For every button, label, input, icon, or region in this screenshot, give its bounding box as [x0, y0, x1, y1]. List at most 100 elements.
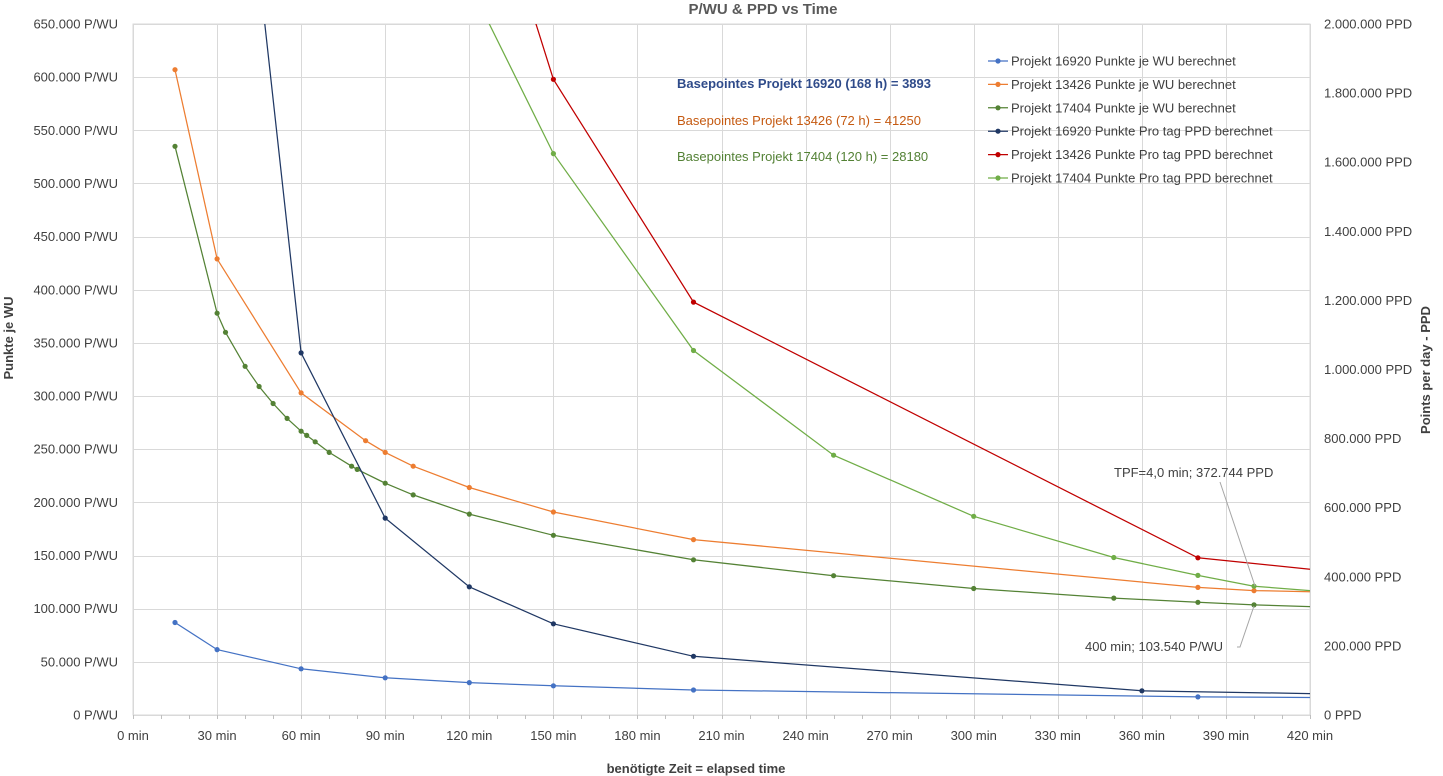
right-tick-label: 2.000.000 PPD	[1324, 17, 1412, 32]
data-point	[550, 621, 557, 627]
data-point	[690, 347, 697, 354]
x-tick-label: 0 min	[117, 728, 149, 743]
data-point	[382, 675, 388, 681]
series-5	[535, 24, 1310, 570]
legend-item-5: Projekt 13426 Punkte Pro tag PPD berechn…	[988, 147, 1273, 162]
data-point	[1111, 595, 1117, 601]
annotation-tpf-ppd: TPF=4,0 min; 372.744 PPD	[1114, 465, 1273, 480]
data-point	[1195, 555, 1201, 561]
left-tick-label: 650.000 P/WU	[33, 17, 118, 32]
right-tick-label: 1.800.000 PPD	[1324, 86, 1412, 101]
annotation-basepoints-16920: Basepointes Projekt 16920 (168 h) = 3893	[677, 76, 931, 91]
x-tick-label: 270 min	[867, 728, 913, 743]
legend-marker	[995, 58, 1001, 64]
legend-marker	[995, 152, 1001, 158]
data-point	[349, 463, 355, 469]
data-point	[382, 480, 388, 486]
legend-marker	[995, 105, 1001, 111]
left-tick-label: 200.000 P/WU	[33, 495, 118, 510]
series-1	[172, 619, 1310, 700]
legend-marker	[995, 175, 1001, 181]
data-point	[690, 299, 697, 305]
left-tick-label: 600.000 P/WU	[33, 70, 118, 85]
data-point	[971, 513, 977, 519]
x-axis-ticks: 0 min 30 min 60 min 90 min 120 min 150 min 180…	[117, 728, 1333, 743]
series-2	[172, 67, 1310, 594]
data-point	[363, 438, 369, 444]
x-tick-label: 180 min	[614, 728, 660, 743]
legend-label: Projekt 13426 Punkte Pro tag PPD berechn…	[1011, 147, 1273, 162]
data-point	[690, 537, 697, 543]
data-point	[298, 666, 304, 672]
legend-marker	[995, 81, 1001, 87]
data-point	[690, 557, 697, 563]
data-point	[312, 439, 318, 445]
x-tick-label: 300 min	[951, 728, 997, 743]
x-tick-label: 90 min	[366, 728, 405, 743]
left-axis-ticks: 0 P/WU 50.000 P/WU 100.000 P/WU 150.000 P/W…	[33, 17, 118, 723]
left-tick-label: 450.000 P/WU	[33, 229, 118, 244]
right-axis-ticks: 0 PPD 200.000 PPD 400.000 PPD 600.000 PPD 80…	[1324, 17, 1412, 723]
series-4	[264, 24, 1310, 695]
series-layer	[172, 24, 1310, 700]
legend-item-4: Projekt 16920 Punkte Pro tag PPD berechn…	[988, 124, 1273, 139]
legend-item-2: Projekt 13426 Punkte je WU berechnet	[988, 77, 1236, 92]
right-tick-label: 600.000 PPD	[1324, 500, 1401, 515]
annotation-400min-leader-line	[1237, 605, 1255, 648]
data-point	[466, 511, 472, 517]
data-point	[172, 67, 178, 73]
data-point	[410, 492, 416, 498]
left-tick-label: 500.000 P/WU	[33, 176, 118, 191]
data-point	[1195, 694, 1201, 700]
left-tick-label: 0 P/WU	[73, 708, 118, 723]
data-point	[831, 452, 837, 458]
data-point	[1111, 554, 1117, 561]
data-point	[298, 350, 304, 356]
x-tick-label: 60 min	[282, 728, 321, 743]
x-tick-label: 210 min	[698, 728, 744, 743]
data-point	[1251, 602, 1257, 608]
right-tick-label: 1.200.000 PPD	[1324, 293, 1412, 308]
data-point	[466, 584, 472, 590]
x-tick-label: 360 min	[1119, 728, 1165, 743]
data-point	[298, 390, 304, 396]
series-line	[264, 24, 1310, 695]
data-point	[1195, 572, 1201, 579]
left-tick-label: 100.000 P/WU	[33, 601, 118, 616]
chart-title: P/WU & PPD vs Time	[689, 1, 838, 18]
data-point	[242, 363, 248, 369]
legend-label: Projekt 13426 Punkte je WU berechnet	[1011, 77, 1236, 92]
right-axis-title: Points per day - PPD	[1418, 306, 1433, 434]
left-tick-label: 50.000 P/WU	[41, 654, 118, 669]
data-point	[256, 383, 262, 390]
x-axis-title: benötigte Zeit = elapsed time	[607, 761, 786, 776]
x-tick-label: 330 min	[1035, 728, 1081, 743]
right-tick-label: 200.000 PPD	[1324, 638, 1401, 653]
x-tick-label: 240 min	[782, 728, 828, 743]
x-tick-label: 120 min	[446, 728, 492, 743]
left-tick-label: 350.000 P/WU	[33, 335, 118, 350]
right-tick-label: 1.000.000 PPD	[1324, 362, 1412, 377]
data-point	[690, 687, 697, 693]
legend-label: Projekt 16920 Punkte je WU berechnet	[1011, 54, 1236, 69]
data-point	[222, 329, 229, 335]
x-tick-label: 420 min	[1287, 728, 1333, 743]
data-point	[270, 400, 276, 407]
left-axis-title: Punkte je WU	[1, 296, 16, 379]
left-tick-label: 150.000 P/WU	[33, 548, 118, 563]
data-point	[550, 509, 557, 515]
data-point	[382, 449, 388, 455]
data-point	[690, 653, 697, 659]
data-point	[466, 680, 472, 686]
right-tick-label: 400.000 PPD	[1324, 569, 1401, 584]
right-tick-label: 800.000 PPD	[1324, 431, 1401, 446]
data-point	[214, 256, 220, 262]
series-6	[488, 24, 1310, 592]
annotation-tpf-leader-line	[1219, 481, 1256, 587]
annotation-basepoints-17404: Basepointes Projekt 17404 (120 h) = 2818…	[677, 149, 928, 164]
data-point	[550, 683, 557, 689]
data-point	[550, 532, 557, 538]
data-point	[1139, 688, 1145, 694]
legend-item-6: Projekt 17404 Punkte Pro tag PPD berechn…	[988, 171, 1273, 186]
